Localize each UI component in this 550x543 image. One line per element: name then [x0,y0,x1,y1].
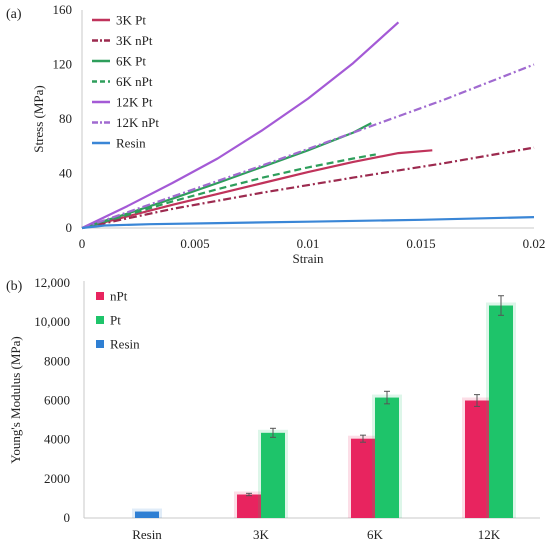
legend-label: 12K Pt [116,95,153,110]
bar-pt-12k [489,305,513,518]
panel-b-y-tick-label: 0 [64,510,71,525]
bar-npt-3k [237,494,261,518]
panel-a-y-tick-label: 160 [53,2,73,17]
legend-label: 6K nPt [116,74,153,89]
legend-swatch [96,292,104,300]
panel-a-x-tick-label: 0.02 [523,236,546,251]
series-line-resin [81,216,535,230]
panel-b-x-tick-label: 12K [478,527,501,542]
legend-item-3k-pt: 3K Pt [92,13,146,28]
legend-label: 6K Pt [116,54,146,69]
panel-b-bars [132,295,516,518]
panel-b-y-tick-label: 2000 [44,471,70,486]
panel-b-legend: nPt Pt Resin [96,289,140,352]
series-line-12k-pt [81,21,400,229]
panel-a-y-tick-label: 40 [59,166,72,181]
legend-label: Pt [110,313,121,328]
panel-b-y-tick-label: 12,000 [34,275,70,290]
panel-b-y-tick-label: 10,000 [34,314,70,329]
error-bar-pt-12k [498,295,504,316]
series-line-12k-npt [81,63,535,230]
legend-item-resin: Resin [92,136,146,151]
panel-b-x-tick-label: Resin [132,527,162,542]
panel-a-x-label: Strain [292,251,324,266]
legend-label: 3K Pt [116,13,146,28]
panel-a-y-tick-label: 120 [53,57,73,72]
panel-a-label: (a) [6,7,22,22]
panel-b-label: (b) [6,279,23,294]
error-bar-npt-3k [246,492,252,497]
legend-label: Resin [110,337,140,352]
error-bar-npt-12k [474,394,480,407]
legend-label: nPt [110,289,128,304]
bar-resin-resin [135,511,159,518]
panel-b-x-tick-label: 6K [367,527,384,542]
series-line-3k-npt [81,146,535,230]
panel-a-y-tick-label: 0 [66,220,73,235]
panel-b-x-ticks: Resin 3K 6K 12K [132,527,501,542]
panel-a-axes [81,10,534,229]
legend-item-12k-npt: 12K nPt [92,115,159,130]
panel-b-y-tick-label: 8000 [44,353,70,368]
panel-a-x-tick-label: 0.005 [180,236,209,251]
panel-a-y-ticks: 0 40 80 120 160 [53,2,73,235]
panel-b-y-tick-label: 6000 [44,393,70,408]
panel-a-x-ticks: 0 0.005 0.01 0.015 0.02 [79,236,546,251]
bar-npt-12k [465,400,489,518]
legend-label: 12K nPt [116,115,159,130]
legend-item-npt: nPt [96,289,128,304]
legend-item-6k-pt: 6K Pt [92,54,146,69]
panel-a-x-tick-label: 0 [79,236,86,251]
panel-a-legend: 3K Pt 3K nPt 6K Pt 6K nPt 12K Pt 12K nPt Resin [92,13,159,151]
legend-swatch [96,340,104,348]
legend-item-resin: Resin [96,337,140,352]
series-line-3k-pt [81,149,433,230]
panel-b-y-ticks: 0 2000 4000 6000 8000 10,000 12,000 [34,275,70,525]
bar-pt-3k [261,432,285,518]
bar-pt-6k [375,397,399,518]
legend-item-pt: Pt [96,313,121,328]
error-bar-pt-3k [270,427,276,438]
panel-b: (b) 0 2000 4000 6000 8000 10,000 12,000 Resin 3… [6,275,540,542]
legend-item-6k-npt: 6K nPt [92,74,153,89]
panel-a-series [81,21,535,230]
legend-item-12k-pt: 12K Pt [92,95,153,110]
panel-a-y-tick-label: 80 [59,111,72,126]
bar-npt-6k [351,438,375,518]
error-bar-pt-6k [384,390,390,405]
panel-a-y-label: Stress (MPa) [31,85,46,153]
panel-b-y-label: Young's Modulus (MPa) [8,336,23,463]
panel-a-x-tick-label: 0.01 [297,236,320,251]
legend-label: 3K nPt [116,33,153,48]
panel-a-x-tick-label: 0.015 [406,236,435,251]
legend-item-3k-npt: 3K nPt [92,33,153,48]
legend-swatch [96,316,104,324]
error-bar-npt-6k [360,434,366,443]
panel-a: (a) 0 40 80 120 160 0 0.005 0.01 0.015 0.02 Stra… [6,2,545,266]
panel-b-y-tick-label: 4000 [44,432,70,447]
panel-b-x-tick-label: 3K [253,527,270,542]
legend-label: Resin [116,136,146,151]
